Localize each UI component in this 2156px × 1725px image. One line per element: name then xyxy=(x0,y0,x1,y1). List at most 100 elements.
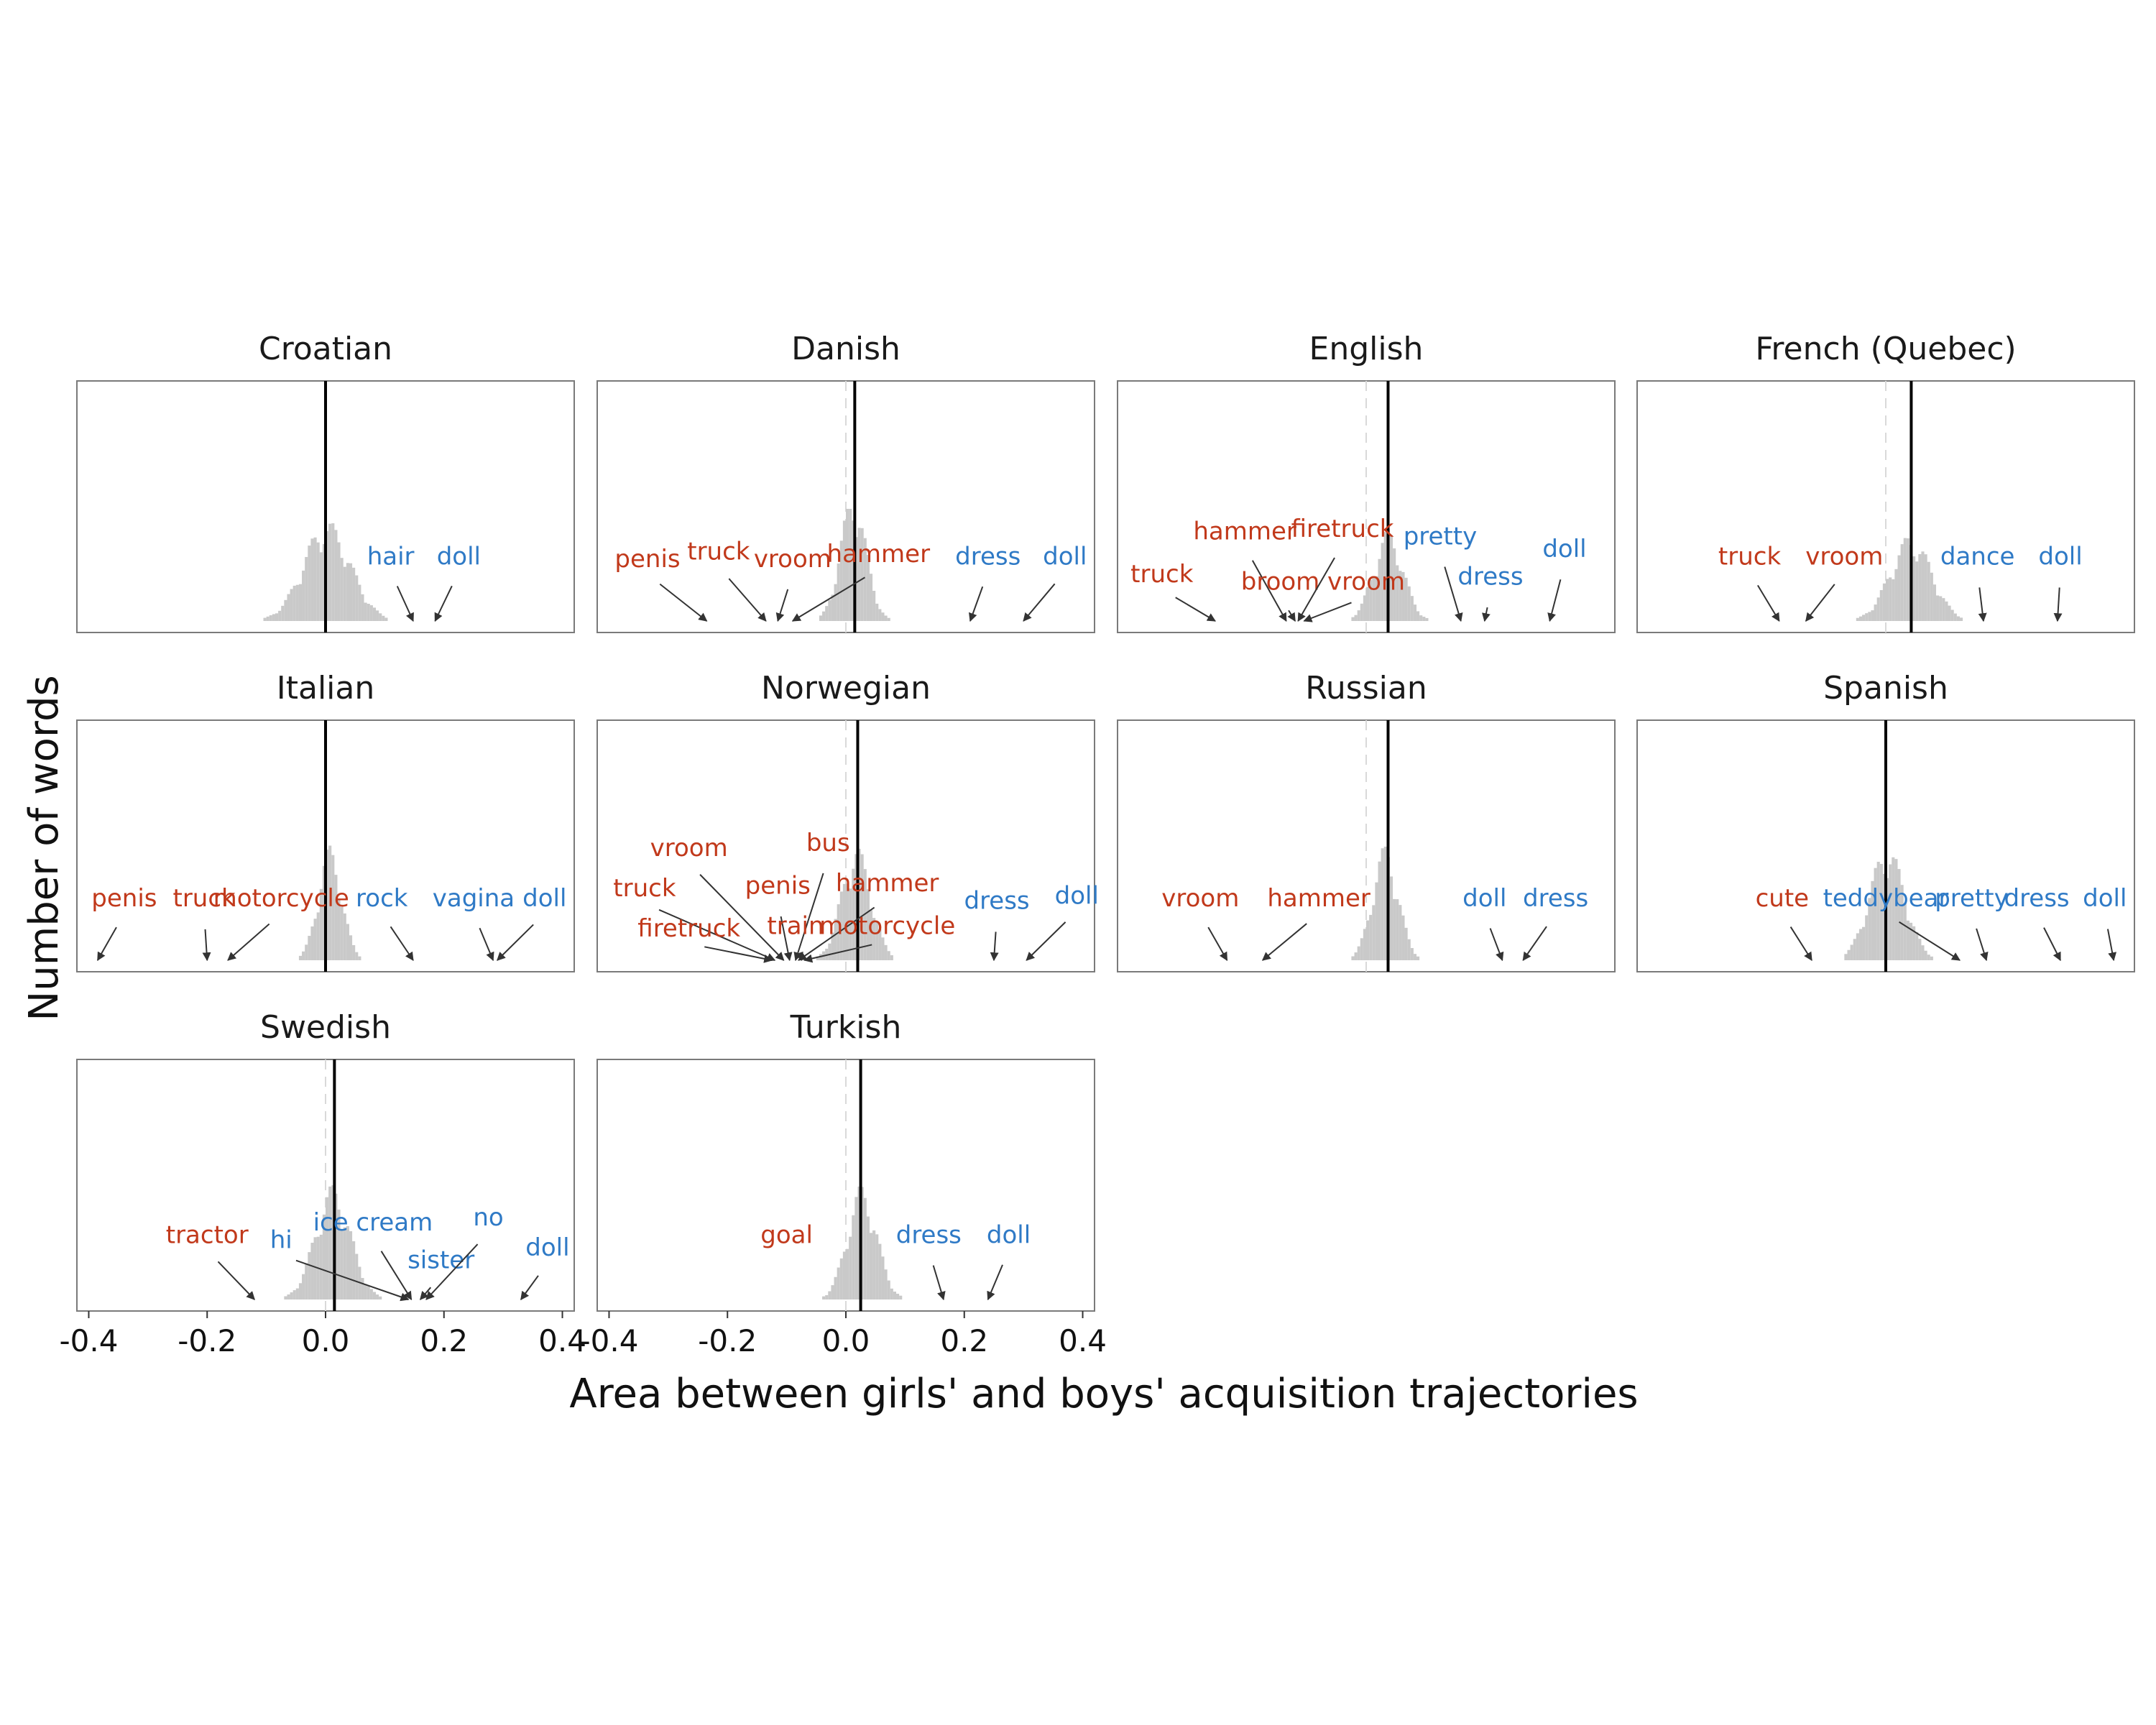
histogram-bar xyxy=(1425,617,1429,621)
histogram-bar xyxy=(819,615,823,621)
histogram-bar xyxy=(863,538,867,621)
word-label-hi: hi xyxy=(270,1226,292,1255)
histogram-bar xyxy=(1372,905,1376,960)
histogram-bar xyxy=(860,854,864,960)
histogram-bar xyxy=(1416,956,1420,960)
histogram-bar xyxy=(1882,873,1886,960)
histogram-bar xyxy=(878,609,882,621)
x-tick-label: 0.4 xyxy=(1059,1323,1107,1358)
word-label-dress: dress xyxy=(964,887,1029,916)
histogram-bar xyxy=(1396,565,1399,621)
word-arrow-dance xyxy=(1978,587,1987,622)
histogram-bar xyxy=(857,848,861,960)
histogram-bar xyxy=(1404,577,1408,621)
word-arrow-no xyxy=(425,1243,479,1300)
histogram-bar xyxy=(361,1278,364,1300)
word-arrow-penis xyxy=(780,916,793,962)
histogram-bar xyxy=(305,1263,308,1300)
word-label-hair: hair xyxy=(367,543,415,571)
histogram-bar xyxy=(322,543,326,621)
histogram-bar xyxy=(290,589,293,621)
histogram-bar xyxy=(1882,583,1886,621)
histogram-bar xyxy=(1924,950,1927,960)
word-label-no: no xyxy=(473,1203,503,1232)
histogram-bar xyxy=(1945,601,1948,621)
histogram-bar xyxy=(343,913,346,960)
x-tick-label: -0.2 xyxy=(698,1323,757,1358)
histogram-bar xyxy=(319,888,323,960)
histogram-bar xyxy=(872,590,876,621)
histogram-bar xyxy=(298,1283,303,1300)
panel-english: English truck hammer broom firetruck vroom pre… xyxy=(1117,331,1616,633)
histogram-bar xyxy=(266,616,270,621)
histogram-bar xyxy=(1950,610,1954,621)
panel-title: Italian xyxy=(277,670,375,707)
histogram-bar xyxy=(278,610,282,621)
word-label-hammer: hammer xyxy=(1267,884,1370,913)
histogram-bar xyxy=(869,574,873,621)
word-arrow-truck xyxy=(658,908,776,962)
histogram-bar xyxy=(352,1241,356,1300)
word-label-penis: penis xyxy=(745,872,811,901)
word-arrow-doll xyxy=(1489,928,1504,962)
histogram-bar xyxy=(822,1296,826,1300)
histogram-bar xyxy=(1876,861,1880,960)
word-arrow-doll xyxy=(1026,921,1067,961)
histogram-bar xyxy=(337,898,341,960)
histogram-bar xyxy=(331,855,335,960)
histogram-bar xyxy=(1856,617,1859,621)
histogram-bar xyxy=(846,1248,849,1300)
word-arrow-dress xyxy=(2043,927,2061,962)
histogram-bar xyxy=(854,1197,858,1300)
histogram-bar xyxy=(860,1187,864,1300)
histogram xyxy=(298,845,361,960)
word-arrow-hammer xyxy=(791,576,865,622)
histogram-bar xyxy=(842,520,846,621)
word-label-vroom: vroom xyxy=(1805,543,1883,571)
histogram-bar xyxy=(1366,920,1370,960)
histogram-bar xyxy=(340,558,344,621)
word-arrow-cute xyxy=(1789,926,1812,962)
histogram-bar xyxy=(340,1229,344,1300)
histogram-bar xyxy=(881,612,885,621)
histogram-bar xyxy=(842,883,846,960)
histogram-bar xyxy=(1921,551,1925,621)
histogram-bar xyxy=(1410,596,1414,621)
x-tick-label: -0.4 xyxy=(59,1323,118,1358)
word-label-doll: doll xyxy=(1055,882,1099,911)
word-label-vroom: vroom xyxy=(650,834,728,862)
histogram-bar xyxy=(328,1186,332,1300)
histogram-bar xyxy=(887,1280,890,1300)
histogram-bar xyxy=(899,1295,903,1300)
histogram-bar xyxy=(1847,949,1851,960)
x-tick-label: -0.2 xyxy=(178,1323,236,1358)
word-arrow-pretty xyxy=(1444,566,1463,622)
word-arrow-vagina xyxy=(479,927,494,962)
histogram-bar xyxy=(881,937,885,960)
panel-title: Russian xyxy=(1305,670,1427,707)
word-label-hammer: hammer xyxy=(836,869,939,898)
histogram-bar xyxy=(1360,603,1363,621)
word-arrow-doll xyxy=(2053,587,2063,622)
panel-title: Spanish xyxy=(1823,670,1948,707)
histogram-bar xyxy=(1897,869,1901,960)
word-label-vroom: vroom xyxy=(1161,884,1239,913)
panel-title: Norwegian xyxy=(761,670,931,707)
word-arrow-vroom xyxy=(699,874,785,961)
histogram-bar xyxy=(1918,553,1922,621)
histogram xyxy=(263,523,388,621)
histogram-bar xyxy=(1932,584,1937,621)
word-arrow-pretty xyxy=(1976,928,1989,962)
histogram-bar xyxy=(1927,954,1930,960)
word-label-dress: dress xyxy=(896,1221,962,1250)
histogram-bar xyxy=(842,1251,846,1300)
histogram xyxy=(1844,857,1933,960)
histogram-bar xyxy=(1404,927,1408,960)
histogram-bar xyxy=(869,910,873,960)
word-arrow-motorcycle xyxy=(227,923,270,961)
histogram-bar xyxy=(298,584,303,621)
histogram-bar xyxy=(272,614,275,621)
